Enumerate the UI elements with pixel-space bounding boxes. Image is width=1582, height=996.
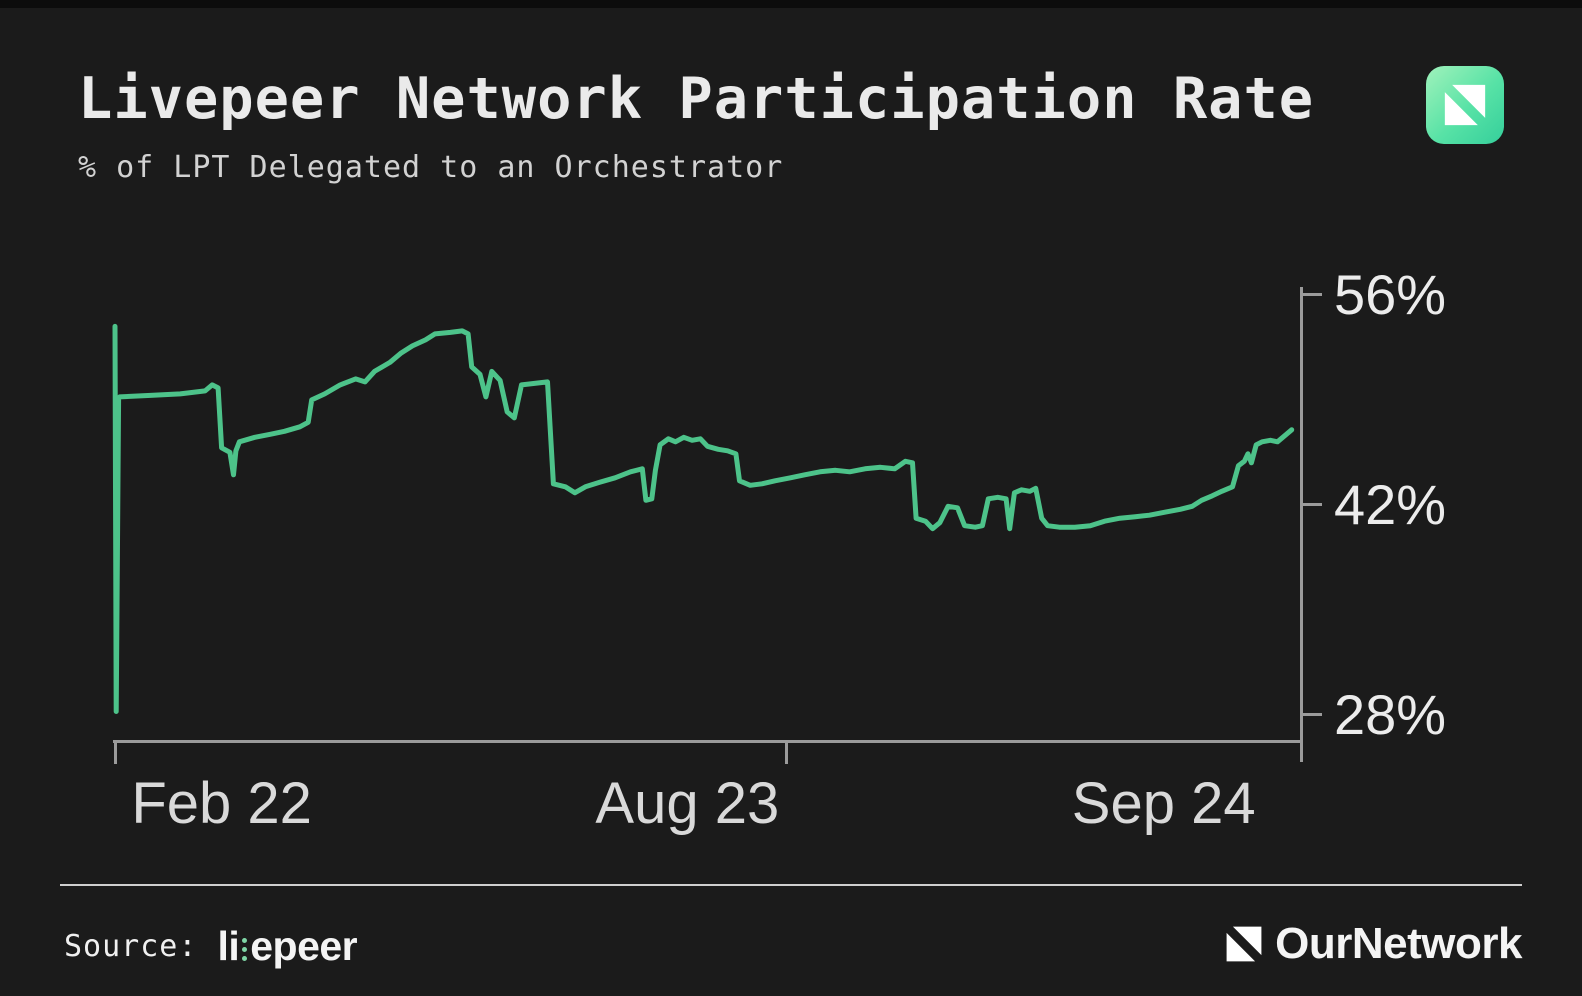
livepeer-logo: li epeer [217,923,357,970]
source-label: Source: [64,928,198,964]
x-axis-tick-label: Sep 24 [1071,771,1256,836]
y-axis-tick [1300,713,1322,717]
x-axis-line [113,740,1303,743]
ournetwork-badge [1426,66,1504,144]
ournetwork-footer-logo-icon [1226,926,1262,962]
livepeer-wordmark-left: li [217,922,240,969]
x-axis-tick [785,742,789,764]
x-axis-tick [113,742,117,764]
y-axis-tick [1300,293,1322,297]
y-axis-tick-label: 56% [1334,262,1447,326]
livepeer-wordmark-right: epeer [250,922,358,969]
ournetwork-brand: OurNetwork [1225,916,1522,972]
x-axis-tick-label: Aug 23 [595,771,780,836]
page-title: Livepeer Network Participation Rate [78,66,1315,132]
chart-line-svg [112,323,1295,714]
ournetwork-logo-icon [1444,84,1486,126]
footer-divider [60,884,1522,886]
top-strip [0,0,1582,8]
ournetwork-brand-name: OurNetwork [1275,919,1522,968]
y-axis-tick-label: 42% [1334,472,1447,536]
y-axis-tick [1300,503,1322,507]
source-attribution: Source: li epeer [64,918,358,974]
x-axis-tick-label: Feb 22 [131,771,312,836]
y-axis-tick-label: 28% [1334,682,1447,746]
y-axis-line [1300,287,1303,762]
participation-rate-line [112,323,1295,714]
page-subtitle: % of LPT Delegated to an Orchestrator [78,150,784,185]
livepeer-dots-icon [242,937,248,961]
